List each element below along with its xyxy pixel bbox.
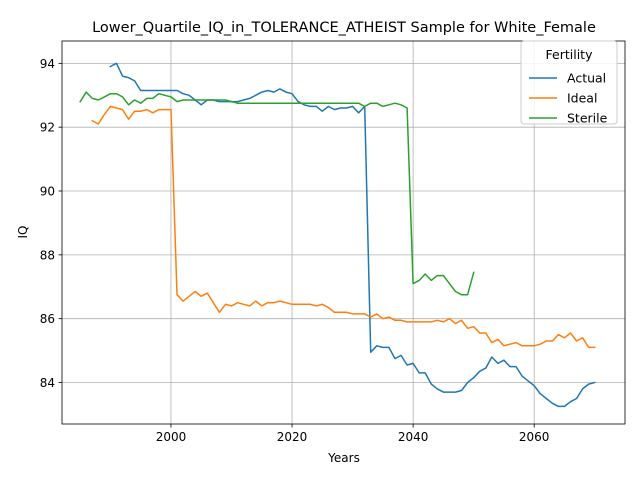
y-axis-label: IQ (16, 226, 30, 239)
y-tick-label: 88 (40, 248, 55, 262)
y-tick-label: 84 (40, 376, 55, 390)
chart-title: Lower_Quartile_IQ_in_TOLERANCE_ATHEIST S… (92, 20, 596, 36)
series-line-sterile (79, 91, 475, 296)
x-tick-label: 2000 (156, 430, 187, 444)
series-line-actual (109, 62, 596, 408)
x-tick-label: 2040 (398, 430, 429, 444)
series-line-ideal (91, 105, 596, 349)
x-tick-label: 2020 (277, 430, 308, 444)
legend: Fertility Actual Ideal Sterile (520, 40, 618, 126)
legend-label-ideal: Ideal (567, 91, 597, 106)
legend-title: Fertility (546, 47, 594, 62)
legend-label-actual: Actual (567, 71, 606, 86)
x-axis-ticks: 2000 2020 2040 2060 (156, 424, 550, 444)
x-axis-label: Years (327, 451, 360, 465)
legend-label-sterile: Sterile (567, 111, 608, 126)
y-tick-label: 94 (40, 57, 55, 71)
y-tick-label: 90 (40, 185, 55, 199)
series-lines (79, 62, 596, 408)
plot-area-frame (61, 40, 626, 425)
y-tick-label: 86 (40, 312, 55, 326)
y-tick-label: 92 (40, 121, 55, 135)
legend-box (520, 40, 618, 125)
x-tick-label: 2060 (519, 430, 550, 444)
y-axis-ticks: 84 86 88 90 92 94 (40, 57, 62, 390)
